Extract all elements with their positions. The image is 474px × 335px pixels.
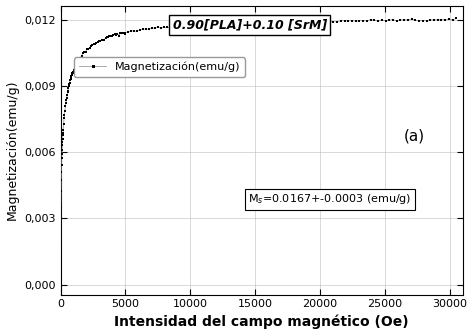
Y-axis label: Magnetización(emu/g): Magnetización(emu/g) — [6, 80, 18, 220]
Magnetización(emu/g) — [140, 27, 146, 31]
Text: (a): (a) — [404, 128, 425, 143]
Line: Magnetización(emu/g): Magnetización(emu/g) — [59, 17, 457, 288]
X-axis label: Intensidad del campo magnético (Oe): Intensidad del campo magnético (Oe) — [114, 315, 409, 329]
Text: M$_s$=0.0167+-0.0003 (emu/g): M$_s$=0.0167+-0.0003 (emu/g) — [248, 192, 412, 206]
Legend: Magnetización(emu/g): Magnetización(emu/g) — [74, 57, 245, 77]
Text: 0.90[PLA]+0.10 [SrM]: 0.90[PLA]+0.10 [SrM] — [173, 18, 327, 31]
Magnetización(emu/g) — [137, 28, 143, 32]
Magnetización(emu/g) — [450, 18, 456, 22]
Magnetización(emu/g) — [454, 16, 459, 20]
Magnetización(emu/g) — [60, 128, 66, 132]
Magnetización(emu/g) — [65, 88, 71, 92]
Magnetización(emu/g) — [58, 285, 64, 289]
Magnetización(emu/g) — [338, 19, 344, 23]
